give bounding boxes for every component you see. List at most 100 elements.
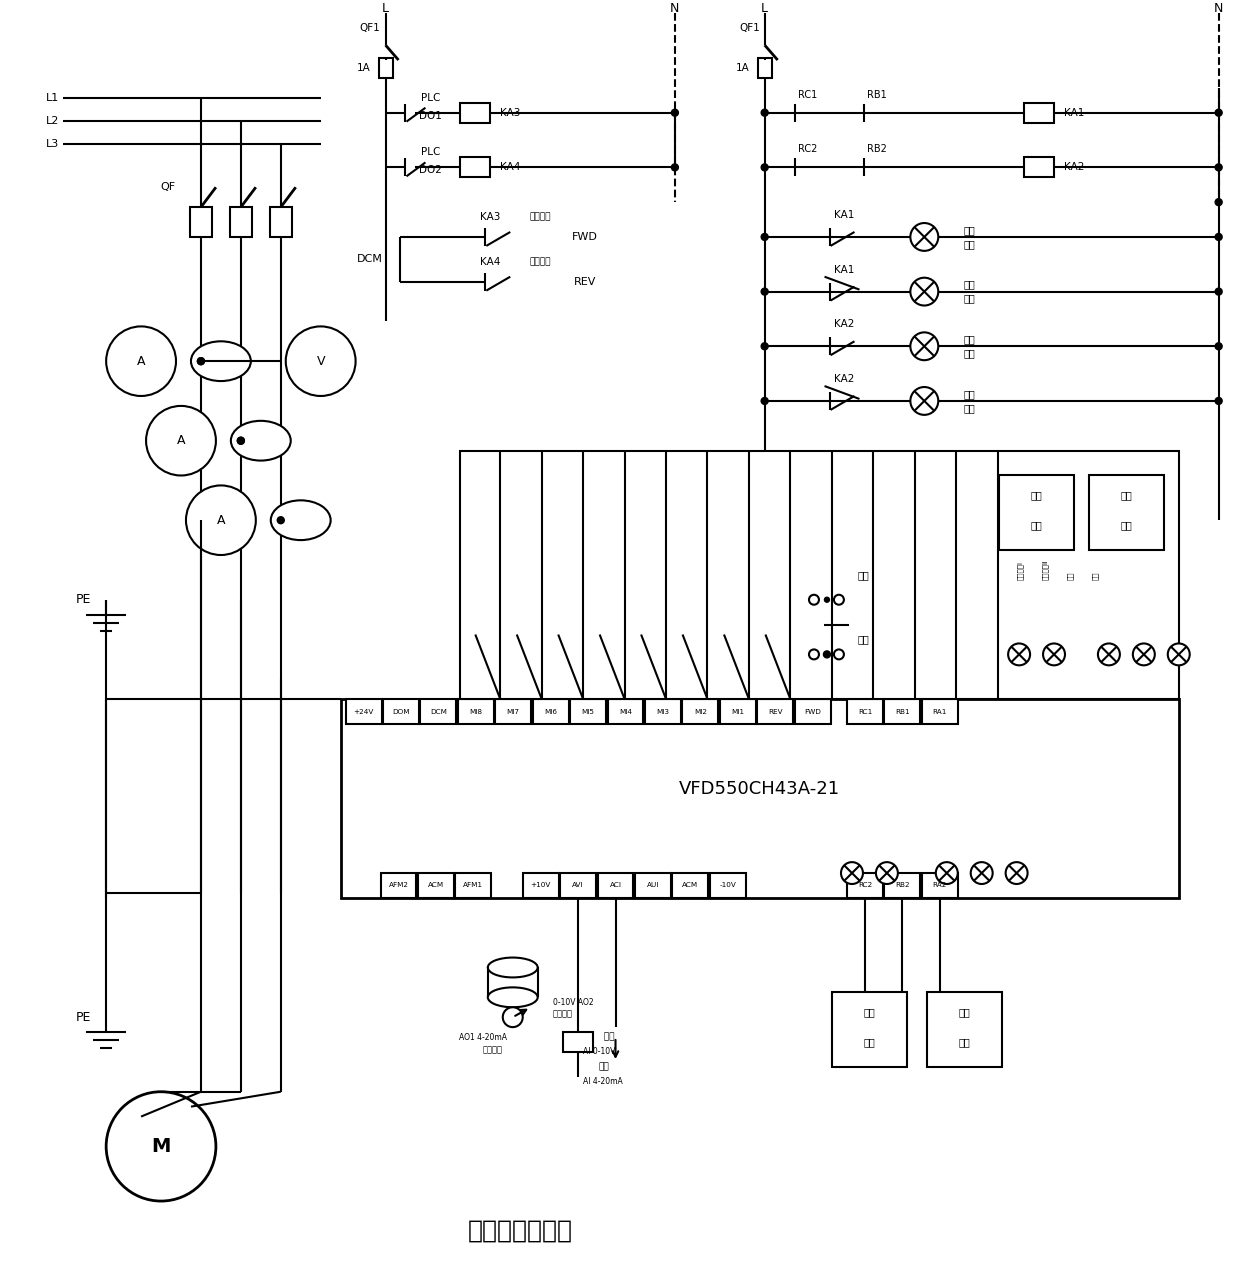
Text: +10V: +10V (531, 882, 551, 889)
Text: L: L (761, 1, 768, 15)
Circle shape (197, 358, 205, 365)
Text: RA1: RA1 (932, 709, 947, 715)
Text: KA1: KA1 (835, 264, 854, 275)
Circle shape (285, 327, 356, 396)
Ellipse shape (270, 501, 331, 540)
Text: -10V: -10V (719, 882, 737, 889)
Circle shape (1215, 234, 1223, 240)
Text: RC2: RC2 (858, 882, 872, 889)
Text: 正转: 正转 (963, 225, 975, 235)
Bar (709, 873, 745, 898)
Circle shape (1215, 397, 1223, 405)
Text: 电机频率: 电机频率 (553, 1010, 573, 1019)
Text: MI8: MI8 (469, 709, 482, 715)
Bar (682, 699, 718, 724)
Text: KA3: KA3 (500, 107, 521, 117)
Circle shape (936, 862, 957, 884)
Bar (758, 57, 771, 78)
Bar (341, 699, 1179, 898)
Circle shape (808, 650, 818, 659)
Bar (495, 699, 531, 724)
Text: 复位: 复位 (1068, 571, 1074, 580)
Text: MI5: MI5 (582, 709, 594, 715)
Text: KA3: KA3 (480, 212, 501, 222)
Bar (884, 699, 920, 724)
Circle shape (1008, 644, 1030, 665)
Ellipse shape (191, 341, 250, 381)
Text: AI 4-20mA: AI 4-20mA (583, 1078, 622, 1087)
Circle shape (671, 163, 678, 171)
Text: A: A (136, 355, 145, 368)
Text: DO1: DO1 (419, 111, 441, 121)
Text: 反转: 反转 (863, 1008, 875, 1018)
Bar (832, 992, 906, 1066)
Circle shape (835, 595, 844, 605)
Circle shape (1215, 199, 1223, 206)
Text: AVI: AVI (573, 882, 584, 889)
Bar (847, 699, 883, 724)
Text: RC1: RC1 (858, 709, 872, 715)
Text: MI1: MI1 (732, 709, 744, 715)
Text: M: M (151, 1137, 171, 1156)
Circle shape (1215, 289, 1223, 295)
Text: AO1 4-20mA: AO1 4-20mA (459, 1033, 507, 1042)
Bar (645, 699, 681, 724)
Circle shape (107, 1092, 216, 1202)
Bar (1024, 102, 1054, 123)
Bar (570, 699, 606, 724)
Text: QF1: QF1 (739, 23, 760, 33)
Bar (378, 57, 393, 78)
Text: 变频器控制回路: 变频器控制回路 (467, 1218, 573, 1243)
Circle shape (910, 332, 939, 360)
Text: MI3: MI3 (656, 709, 670, 715)
Circle shape (808, 595, 818, 605)
Bar (460, 451, 1179, 699)
Text: MI7: MI7 (507, 709, 520, 715)
Text: 停止: 停止 (963, 294, 975, 304)
Bar (533, 699, 569, 724)
Text: MI6: MI6 (544, 709, 557, 715)
Circle shape (186, 485, 255, 555)
Text: 反转: 反转 (959, 1008, 970, 1018)
Circle shape (825, 598, 830, 603)
Text: 手动: 手动 (858, 570, 869, 580)
Text: RC1: RC1 (797, 89, 817, 100)
Circle shape (278, 517, 284, 524)
Text: FWD: FWD (572, 232, 598, 241)
Text: DCM: DCM (430, 709, 446, 715)
Text: 运行: 运行 (963, 239, 975, 249)
Bar (1089, 475, 1164, 550)
Text: KA1: KA1 (1064, 107, 1084, 117)
Bar (418, 873, 454, 898)
Text: 正转: 正转 (963, 280, 975, 290)
Circle shape (875, 862, 898, 884)
Bar (795, 699, 831, 724)
Bar (190, 207, 212, 238)
Text: RB1: RB1 (868, 89, 887, 100)
Circle shape (910, 223, 939, 250)
Circle shape (761, 163, 768, 171)
Text: REV: REV (768, 709, 782, 715)
Bar (921, 873, 957, 898)
Bar (460, 102, 490, 123)
Text: KA4: KA4 (480, 257, 501, 267)
Bar (420, 699, 456, 724)
Text: FWD: FWD (804, 709, 821, 715)
Text: 远控正转: 远控正转 (529, 212, 551, 222)
Circle shape (1215, 342, 1223, 350)
Bar (608, 699, 644, 724)
Text: DCM: DCM (357, 254, 382, 264)
Text: PE: PE (76, 1010, 92, 1024)
Text: ACI: ACI (610, 882, 621, 889)
Bar (635, 873, 671, 898)
Bar (884, 873, 920, 898)
Text: 电机速度: 电机速度 (482, 1046, 502, 1055)
Circle shape (761, 289, 768, 295)
Text: MI4: MI4 (619, 709, 632, 715)
Bar (672, 873, 708, 898)
Text: 运行: 运行 (963, 349, 975, 359)
Circle shape (761, 110, 768, 116)
Text: 0-10V AO2: 0-10V AO2 (553, 997, 593, 1006)
Text: L: L (382, 1, 389, 15)
Text: ACM: ACM (428, 882, 444, 889)
